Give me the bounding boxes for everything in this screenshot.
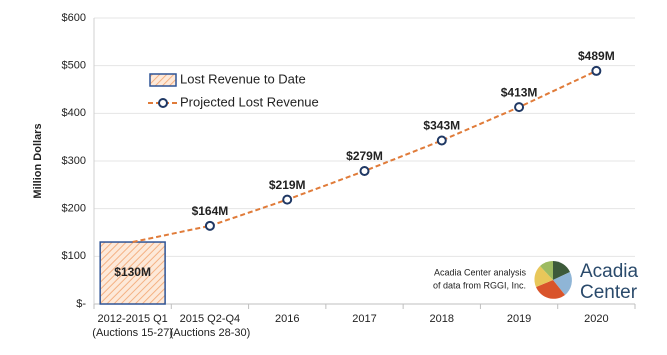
y-tick-label: $500: [62, 60, 86, 72]
value-label: $343M: [423, 119, 460, 133]
y-tick-label: $400: [62, 107, 86, 119]
connector: [132, 224, 211, 244]
x-tick-label: 2015 Q2-Q4: [180, 313, 241, 325]
annotation: Acadia Center analysis: [434, 267, 527, 277]
marker: [359, 166, 370, 177]
x-tick-label: 2019: [507, 313, 531, 325]
value-label: $489M: [578, 49, 615, 63]
legend-swatch: [149, 73, 177, 87]
logo-text: Acadia: [580, 261, 639, 282]
marker: [514, 102, 525, 113]
value-label: $279M: [346, 149, 383, 163]
line: [209, 70, 597, 227]
bar-value-label: $130M: [114, 265, 151, 279]
x-tick-label: 2020: [584, 313, 608, 325]
y-tick-label: $200: [62, 203, 86, 215]
legend-label: Projected Lost Revenue: [180, 94, 319, 109]
x-tick-label: 2017: [352, 313, 376, 325]
marker: [591, 65, 602, 76]
logo-text: Center: [580, 282, 638, 303]
x-tick-label: 2016: [275, 313, 299, 325]
x-tick-label: (Auctions 28-30): [170, 327, 251, 339]
x-tick-label: 2012-2015 Q1: [97, 313, 167, 325]
bar: [99, 241, 166, 305]
marker: [436, 135, 447, 146]
annotation: of data from RGGI, Inc.: [433, 280, 526, 290]
value-label: $219M: [269, 178, 306, 192]
y-axis-title: Million Dollars: [32, 123, 44, 198]
marker: [282, 194, 293, 205]
legend-marker: [158, 98, 168, 108]
value-label: $413M: [501, 85, 538, 99]
y-tick-label: $100: [62, 250, 86, 262]
logo-icon: [534, 260, 572, 299]
x-tick-label: 2018: [430, 313, 454, 325]
x-tick-label: (Auctions 15-27): [92, 327, 173, 339]
legend-label: Lost Revenue to Date: [180, 71, 306, 86]
y-tick-label: $300: [62, 155, 86, 167]
marker: [204, 220, 215, 231]
y-tick-label: $-: [76, 298, 86, 310]
y-tick-label: $600: [62, 12, 86, 24]
value-label: $164M: [192, 204, 229, 218]
